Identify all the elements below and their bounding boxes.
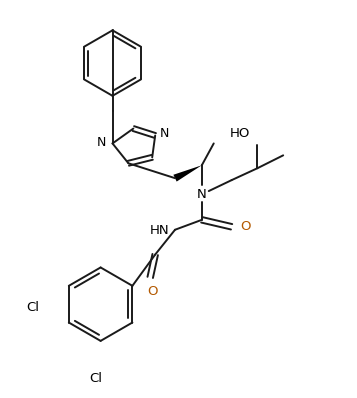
Text: N: N — [97, 136, 106, 149]
Polygon shape — [174, 165, 202, 181]
Text: N: N — [160, 127, 170, 140]
Text: Cl: Cl — [89, 372, 102, 385]
Text: O: O — [241, 220, 251, 233]
Text: HO: HO — [230, 127, 250, 140]
Text: O: O — [147, 285, 157, 298]
Text: HN: HN — [150, 224, 169, 237]
Text: Cl: Cl — [26, 300, 39, 314]
Text: N: N — [197, 187, 207, 201]
